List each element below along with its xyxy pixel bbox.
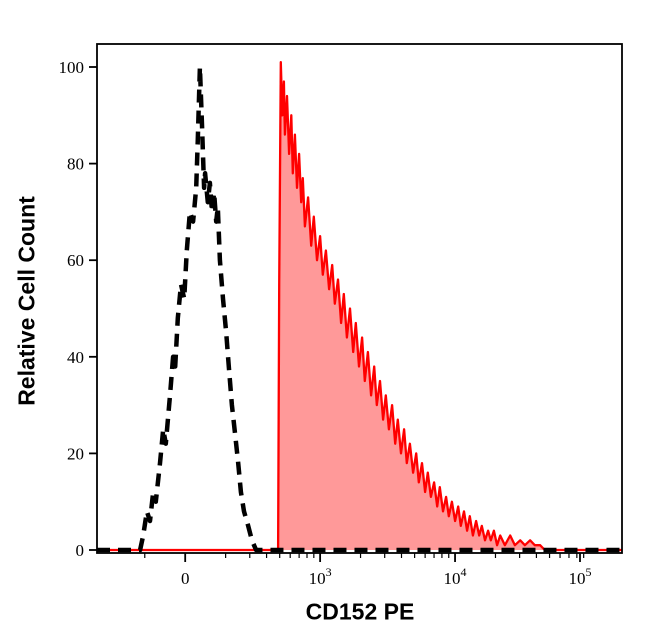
y-axis-tick-label: 20	[67, 444, 84, 463]
x-axis-title: CD152 PE	[305, 598, 415, 625]
y-axis-tick-label: 80	[67, 155, 84, 174]
stained-histogram-curve	[97, 61, 622, 552]
y-axis-tick-label: 60	[67, 251, 84, 270]
control-histogram-curve	[97, 64, 622, 553]
y-axis-tick-label: 100	[59, 58, 85, 77]
x-axis-tick-label: 103	[309, 565, 332, 588]
plot-frame	[96, 43, 623, 554]
x-axis-tick-label: 104	[444, 565, 467, 588]
x-axis-tick-label: 105	[569, 565, 592, 588]
y-axis-title: Relative Cell Count	[13, 196, 40, 406]
y-axis-tick-label: 0	[76, 541, 85, 560]
y-axis-tick-label: 40	[67, 348, 84, 367]
x-axis-tick-label: 0	[181, 569, 190, 588]
plot-area	[97, 61, 622, 553]
stained-histogram-area	[97, 62, 622, 550]
